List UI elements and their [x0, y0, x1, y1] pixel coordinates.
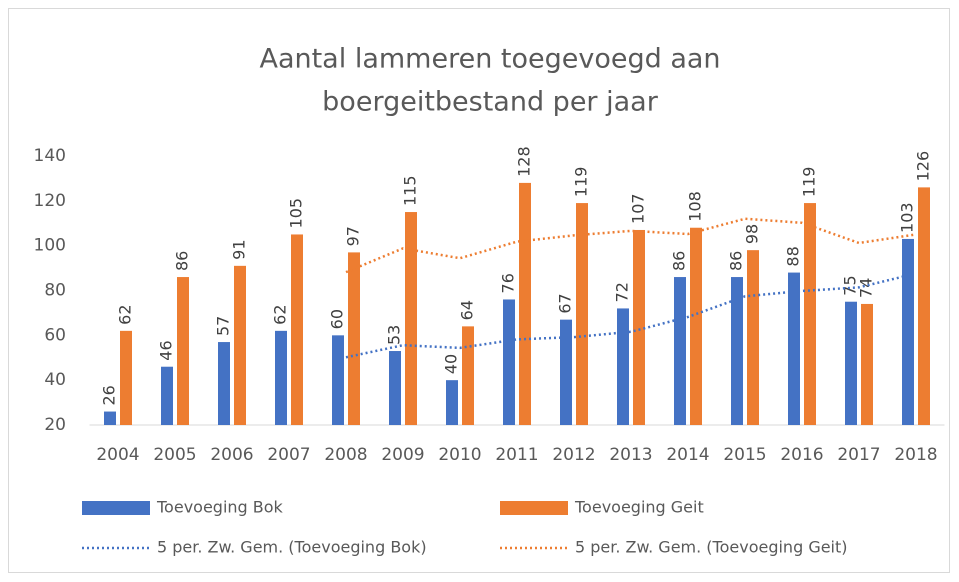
data-label: 74 — [857, 278, 876, 298]
data-label: 105 — [287, 198, 306, 229]
bar — [617, 308, 629, 425]
bar — [446, 380, 458, 425]
bar — [633, 229, 645, 425]
bar — [731, 277, 743, 425]
bar — [405, 212, 417, 425]
legend-label: Toevoeging Geit — [574, 498, 704, 517]
data-label: 60 — [328, 309, 347, 329]
data-label: 91 — [230, 239, 249, 259]
data-label: 76 — [499, 273, 518, 293]
x-tick-label: 2005 — [153, 445, 196, 465]
data-label: 86 — [670, 251, 689, 271]
data-label: 86 — [173, 251, 192, 271]
x-tick-label: 2017 — [837, 445, 880, 465]
y-tick-label: 60 — [44, 325, 66, 345]
legend-label: 5 per. Zw. Gem. (Toevoeging Bok) — [157, 538, 427, 557]
bar — [234, 265, 246, 425]
bar — [560, 319, 572, 425]
bar — [332, 335, 344, 425]
data-label: 88 — [784, 246, 803, 266]
y-tick-label: 40 — [44, 370, 66, 390]
x-tick-label: 2014 — [666, 445, 709, 465]
data-label: 97 — [344, 226, 363, 246]
data-label: 53 — [385, 325, 404, 345]
bar — [918, 187, 930, 425]
x-tick-label: 2012 — [552, 445, 595, 465]
bar — [291, 234, 303, 425]
data-label: 128 — [515, 146, 534, 177]
y-tick-label: 100 — [34, 236, 66, 256]
bar — [861, 303, 873, 425]
bar — [576, 203, 588, 425]
bar — [177, 277, 189, 425]
bar — [275, 330, 287, 425]
bar — [519, 182, 531, 425]
data-label: 40 — [442, 354, 461, 374]
x-tick-label: 2009 — [381, 445, 424, 465]
data-label: 86 — [727, 251, 746, 271]
data-label: 119 — [572, 167, 591, 198]
legend-swatch — [500, 501, 568, 515]
x-tick-label: 2018 — [894, 445, 937, 465]
bar — [161, 366, 173, 425]
data-label: 119 — [800, 167, 819, 198]
data-label: 57 — [214, 316, 233, 336]
bar — [462, 326, 474, 425]
legend-label: Toevoeging Bok — [156, 498, 284, 517]
legend-swatch — [82, 501, 150, 515]
data-label: 108 — [686, 191, 705, 222]
y-tick-label: 20 — [44, 415, 66, 435]
bar — [389, 351, 401, 425]
data-label: 62 — [271, 304, 290, 324]
data-label: 115 — [401, 175, 420, 206]
bar — [120, 330, 132, 425]
data-label: 62 — [116, 304, 135, 324]
x-tick-label: 2013 — [609, 445, 652, 465]
x-tick-label: 2015 — [723, 445, 766, 465]
moving-average-line — [345, 272, 917, 359]
y-tick-label: 80 — [44, 281, 66, 301]
legend-label: 5 per. Zw. Gem. (Toevoeging Geit) — [575, 538, 848, 557]
x-tick-label: 2007 — [267, 445, 310, 465]
y-tick-label: 140 — [34, 146, 66, 166]
data-label: 46 — [157, 340, 176, 360]
y-tick-label: 120 — [34, 191, 66, 211]
x-tick-label: 2011 — [495, 445, 538, 465]
data-label: 126 — [914, 151, 933, 182]
bar — [845, 301, 857, 425]
bar — [218, 342, 230, 425]
data-label: 72 — [613, 282, 632, 302]
bar — [902, 238, 914, 425]
bar — [674, 277, 686, 425]
x-tick-label: 2010 — [438, 445, 481, 465]
bar — [747, 250, 759, 425]
bar — [503, 299, 515, 425]
bar — [690, 227, 702, 425]
bar — [788, 272, 800, 425]
data-label: 103 — [898, 202, 917, 233]
bar — [348, 252, 360, 425]
data-label: 98 — [743, 224, 762, 244]
x-tick-label: 2016 — [780, 445, 823, 465]
data-label: 64 — [458, 300, 477, 320]
bar — [804, 203, 816, 425]
x-tick-label: 2008 — [324, 445, 367, 465]
data-label: 26 — [100, 385, 119, 405]
chart-title: Aantal lammeren toegevoegd aan — [259, 44, 720, 75]
data-label: 107 — [629, 193, 648, 224]
chart-title: boergeitbestand per jaar — [322, 87, 659, 118]
x-tick-label: 2006 — [210, 445, 253, 465]
bar — [104, 411, 116, 425]
data-label: 67 — [556, 293, 575, 313]
x-tick-label: 2004 — [96, 445, 139, 465]
data-label: 75 — [841, 275, 860, 295]
moving-average-line — [345, 217, 917, 274]
